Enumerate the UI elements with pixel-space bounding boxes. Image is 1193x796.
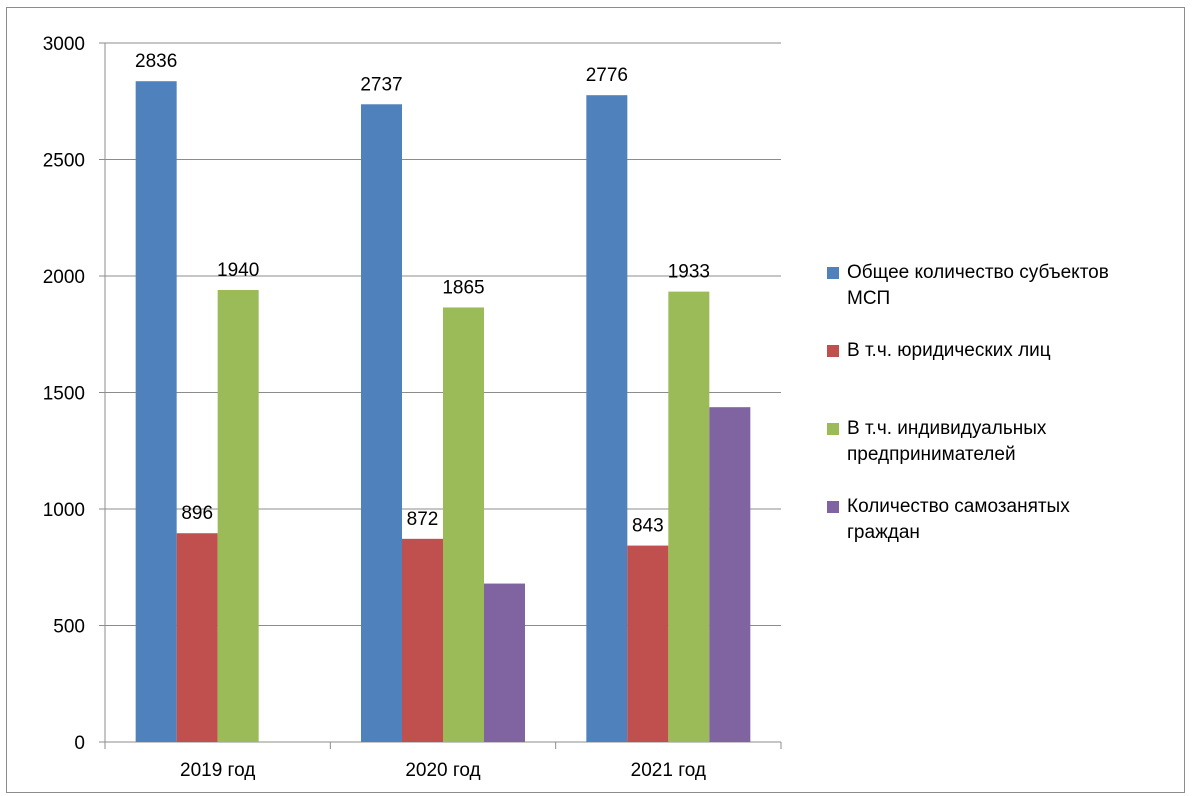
- bar: [176, 533, 218, 742]
- legend-label-entrepreneurs-line2: предпринимателей: [847, 444, 1016, 465]
- bar: [709, 407, 751, 742]
- bar: [627, 545, 669, 742]
- legend-swatch-selfemployed: [827, 501, 839, 513]
- y-tick-label: 2500: [43, 151, 85, 172]
- y-tick-label: 2000: [43, 267, 85, 288]
- bar: [135, 81, 177, 743]
- legend-item-legal: В т.ч. юридических лиц: [827, 338, 1187, 364]
- x-tick-label: 2020 год: [405, 760, 480, 781]
- legend-label-legal: В т.ч. юридических лиц: [847, 340, 1051, 361]
- data-label: 872: [407, 509, 439, 530]
- legend: Общее количество субъектов МСП В т.ч. юр…: [827, 260, 1187, 572]
- bar: [361, 104, 402, 743]
- legend-label-total-line1: Общее количество субъектов: [847, 262, 1109, 283]
- y-tick-label: 1000: [43, 500, 85, 521]
- x-tick-label: 2019 год: [180, 760, 255, 781]
- legend-swatch-entrepreneurs: [827, 423, 839, 435]
- legend-label-total-line2: МСП: [847, 288, 891, 309]
- legend-swatch-legal: [827, 345, 839, 357]
- bar: [402, 538, 443, 742]
- data-label: 2737: [360, 74, 402, 95]
- bar: [586, 95, 628, 742]
- bar: [217, 289, 259, 742]
- legend-label-selfemployed-line2: граждан: [847, 522, 920, 543]
- y-tick-label: 3000: [43, 34, 85, 55]
- legend-swatch-total: [827, 267, 839, 279]
- bar: [484, 583, 525, 742]
- y-tick-label: 0: [74, 733, 85, 754]
- chart-frame: 0 500 1000 1500 2000 2500 3000 2836 896 1940 2019 …: [6, 7, 1185, 793]
- bar: [668, 291, 710, 742]
- x-tick-label: 2021 год: [631, 760, 706, 781]
- data-label: 1940: [217, 260, 259, 281]
- data-label: 2836: [135, 51, 177, 72]
- data-label: 1933: [668, 262, 710, 283]
- bar-chart: 0 500 1000 1500 2000 2500 3000 2836 896 1940 2019 …: [43, 34, 782, 781]
- bar: [443, 307, 484, 742]
- data-label: 896: [181, 503, 213, 524]
- y-tick-label: 500: [53, 617, 85, 638]
- data-label: 843: [632, 516, 664, 537]
- data-label: 2776: [586, 65, 628, 86]
- data-label: 1865: [442, 277, 484, 298]
- legend-item-total: Общее количество субъектов МСП: [827, 260, 1187, 312]
- legend-label-entrepreneurs-line1: В т.ч. индивидуальных: [847, 418, 1047, 439]
- legend-item-selfemployed: Количество самозанятых граждан: [827, 494, 1187, 546]
- legend-item-entrepreneurs: В т.ч. индивидуальных предпринимателей: [827, 416, 1187, 468]
- legend-label-selfemployed-line1: Количество самозанятых: [847, 496, 1070, 517]
- y-tick-label: 1500: [43, 384, 85, 405]
